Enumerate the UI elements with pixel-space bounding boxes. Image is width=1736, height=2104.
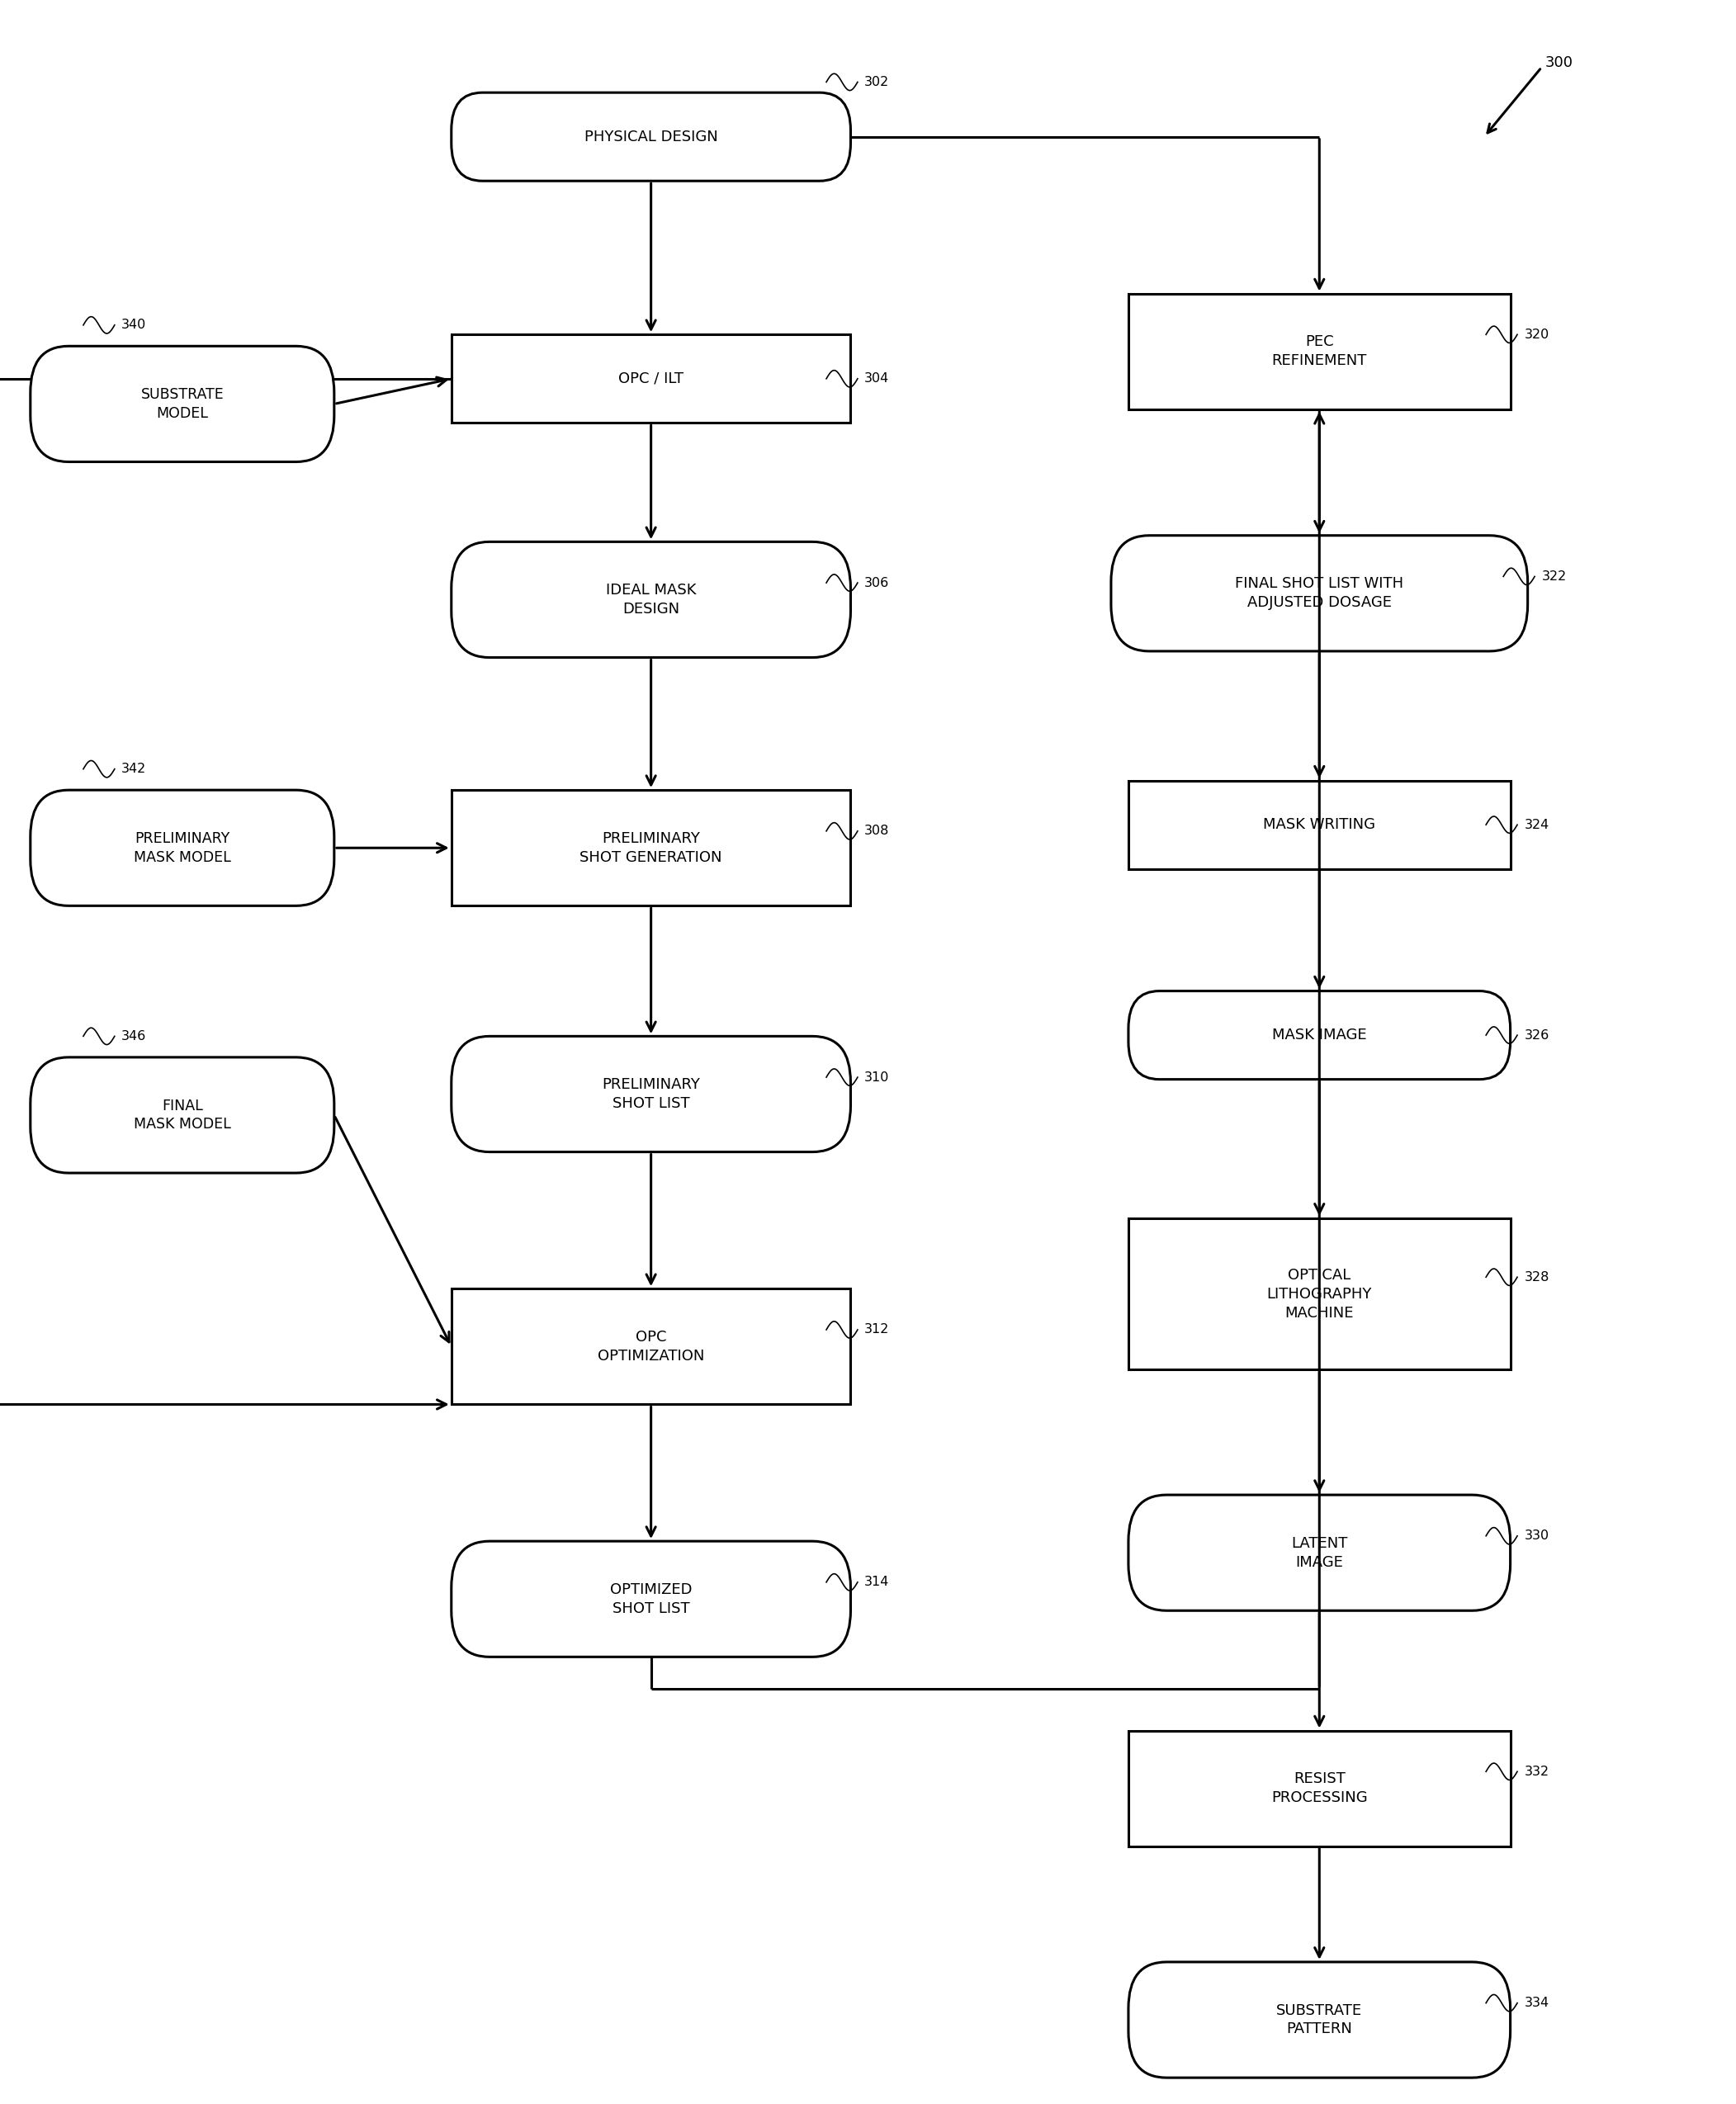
Text: FINAL SHOT LIST WITH
ADJUSTED DOSAGE: FINAL SHOT LIST WITH ADJUSTED DOSAGE	[1234, 576, 1404, 610]
FancyBboxPatch shape	[451, 1288, 851, 1405]
FancyBboxPatch shape	[1128, 292, 1510, 408]
Text: 322: 322	[1542, 570, 1566, 583]
FancyBboxPatch shape	[451, 1540, 851, 1658]
Text: PEC
REFINEMENT: PEC REFINEMENT	[1272, 335, 1366, 368]
FancyBboxPatch shape	[1128, 1494, 1510, 1612]
Text: RESIST
PROCESSING: RESIST PROCESSING	[1271, 1772, 1368, 1805]
FancyBboxPatch shape	[451, 789, 851, 905]
Text: 342: 342	[122, 764, 146, 774]
Text: 308: 308	[865, 825, 889, 837]
Text: PRELIMINARY
SHOT LIST: PRELIMINARY SHOT LIST	[602, 1077, 700, 1111]
FancyBboxPatch shape	[1111, 534, 1528, 652]
Text: 310: 310	[865, 1071, 889, 1084]
Text: PRELIMINARY
SHOT GENERATION: PRELIMINARY SHOT GENERATION	[580, 831, 722, 865]
FancyBboxPatch shape	[1128, 1729, 1510, 1847]
Text: MASK IMAGE: MASK IMAGE	[1272, 1027, 1366, 1044]
Text: OPC
OPTIMIZATION: OPC OPTIMIZATION	[597, 1330, 705, 1363]
FancyBboxPatch shape	[1128, 1961, 1510, 2079]
Text: OPC / ILT: OPC / ILT	[618, 370, 684, 387]
FancyBboxPatch shape	[31, 1058, 333, 1174]
FancyBboxPatch shape	[451, 335, 851, 423]
Text: SUBSTRATE
PATTERN: SUBSTRATE PATTERN	[1276, 2003, 1363, 2037]
Text: SUBSTRATE
MODEL: SUBSTRATE MODEL	[141, 387, 224, 421]
Text: OPTICAL
LITHOGRAPHY
MACHINE: OPTICAL LITHOGRAPHY MACHINE	[1267, 1267, 1371, 1321]
Text: LATENT
IMAGE: LATENT IMAGE	[1292, 1536, 1347, 1570]
Text: 324: 324	[1524, 818, 1549, 831]
Text: 312: 312	[865, 1323, 889, 1336]
Text: MASK WRITING: MASK WRITING	[1264, 816, 1375, 833]
FancyBboxPatch shape	[451, 541, 851, 656]
Text: 340: 340	[122, 320, 146, 330]
Text: 302: 302	[865, 76, 889, 88]
Text: FINAL
MASK MODEL: FINAL MASK MODEL	[134, 1098, 231, 1132]
Text: 334: 334	[1524, 1997, 1549, 2009]
Text: 332: 332	[1524, 1765, 1549, 1778]
Text: 304: 304	[865, 372, 889, 385]
FancyBboxPatch shape	[31, 345, 333, 461]
Text: 330: 330	[1524, 1530, 1549, 1542]
Text: 328: 328	[1524, 1271, 1549, 1283]
Text: 346: 346	[122, 1031, 146, 1041]
Text: OPTIMIZED
SHOT LIST: OPTIMIZED SHOT LIST	[609, 1582, 693, 1616]
FancyBboxPatch shape	[451, 93, 851, 181]
Text: IDEAL MASK
DESIGN: IDEAL MASK DESIGN	[606, 583, 696, 616]
Text: PRELIMINARY
MASK MODEL: PRELIMINARY MASK MODEL	[134, 831, 231, 865]
Text: 326: 326	[1524, 1029, 1549, 1041]
FancyBboxPatch shape	[451, 1037, 851, 1153]
FancyBboxPatch shape	[1128, 781, 1510, 869]
FancyBboxPatch shape	[1128, 1218, 1510, 1370]
Text: 306: 306	[865, 576, 889, 589]
Text: 300: 300	[1545, 55, 1573, 72]
Text: 320: 320	[1524, 328, 1549, 341]
Text: 314: 314	[865, 1576, 889, 1589]
FancyBboxPatch shape	[31, 789, 333, 905]
FancyBboxPatch shape	[1128, 991, 1510, 1079]
Text: PHYSICAL DESIGN: PHYSICAL DESIGN	[585, 128, 717, 145]
